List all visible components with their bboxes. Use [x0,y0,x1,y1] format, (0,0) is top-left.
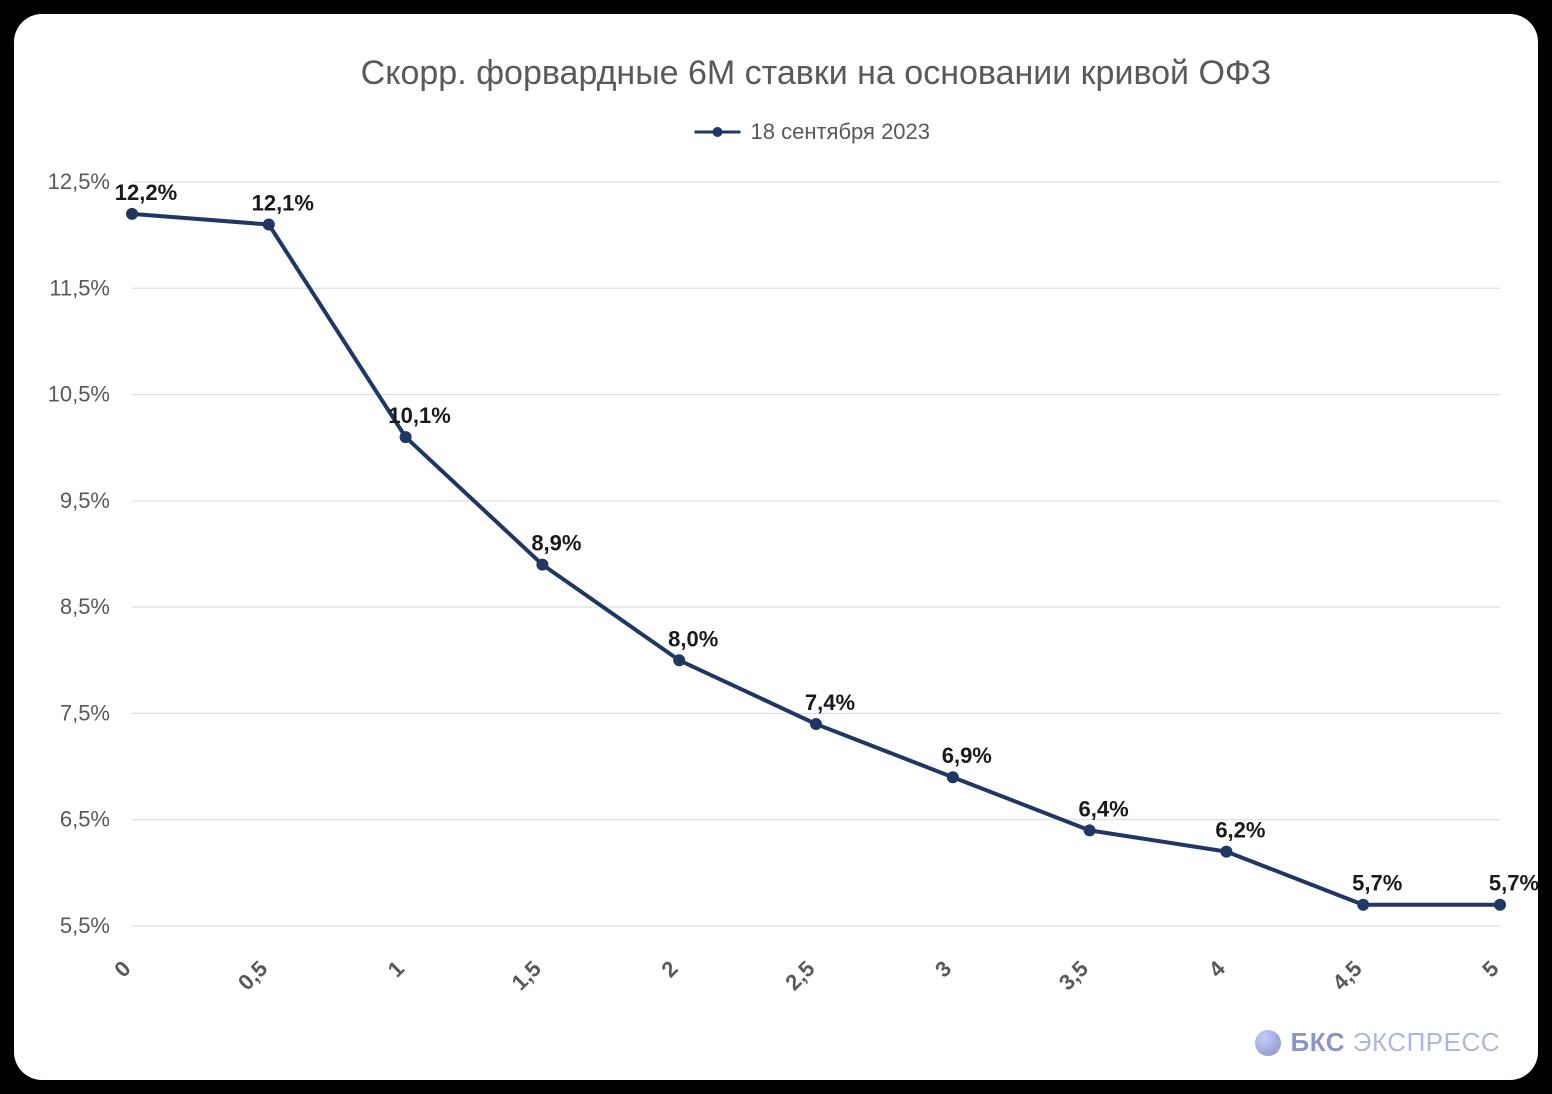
bks-logo-icon [1255,1030,1281,1056]
data-point [400,431,412,443]
x-tick-label: 0,5 [233,956,272,995]
x-tick-label: 2,5 [780,956,819,995]
data-label: 10,1% [388,403,450,428]
y-tick-label: 7,5% [60,700,110,725]
y-tick-label: 11,5% [49,275,110,300]
data-point [126,208,138,220]
x-tick-label: 1,5 [507,956,546,995]
x-tick-label: 1 [383,956,409,982]
legend-label: 18 сентября 2023 [751,119,931,144]
y-tick-label: 9,5% [60,488,110,513]
data-point [1357,899,1369,911]
data-point [536,559,548,571]
x-tick-label: 2 [656,956,682,982]
data-label: 6,4% [1079,796,1129,821]
legend: 18 сентября 2023 [695,119,931,144]
data-label: 12,1% [252,191,314,216]
x-tick-label: 4 [1204,955,1231,982]
y-tick-label: 6,5% [60,807,110,832]
line-chart-svg: Скорр. форвардные 6М ставки на основании… [14,14,1538,1080]
data-label: 8,9% [531,531,581,556]
x-tick-label: 5 [1477,956,1503,982]
x-tick-label: 3 [930,956,956,982]
y-tick-label: 5,5% [60,913,110,938]
data-label: 6,2% [1215,818,1265,843]
data-point [1084,824,1096,836]
data-point [810,718,822,730]
data-point [947,771,959,783]
data-point [263,219,275,231]
x-tick-label: 3,5 [1054,956,1093,995]
watermark: БКС ЭКСПРЕСС [1255,1027,1500,1058]
data-point [1220,846,1232,858]
data-label: 5,7% [1352,871,1402,896]
data-label: 12,2% [115,180,177,205]
data-label: 5,7% [1489,871,1538,896]
data-label: 6,9% [942,743,992,768]
x-tick-label: 4,5 [1327,956,1366,995]
data-point [1494,899,1506,911]
watermark-light: ЭКСПРЕСС [1353,1027,1500,1057]
y-tick-label: 12,5% [48,169,110,194]
watermark-text: БКС ЭКСПРЕСС [1291,1027,1500,1058]
watermark-bold: БКС [1291,1027,1346,1057]
y-tick-label: 10,5% [48,382,110,407]
series-line [132,214,1500,905]
data-label: 8,0% [668,626,718,651]
chart-container: Скорр. форвардные 6М ставки на основании… [14,14,1538,1080]
chart-title: Скорр. форвардные 6М ставки на основании… [361,54,1272,92]
data-label: 7,4% [805,690,855,715]
data-point [673,654,685,666]
chart-card: Скорр. форвардные 6М ставки на основании… [14,14,1538,1080]
x-tick-label: 0 [109,956,135,982]
y-tick-label: 8,5% [60,594,110,619]
